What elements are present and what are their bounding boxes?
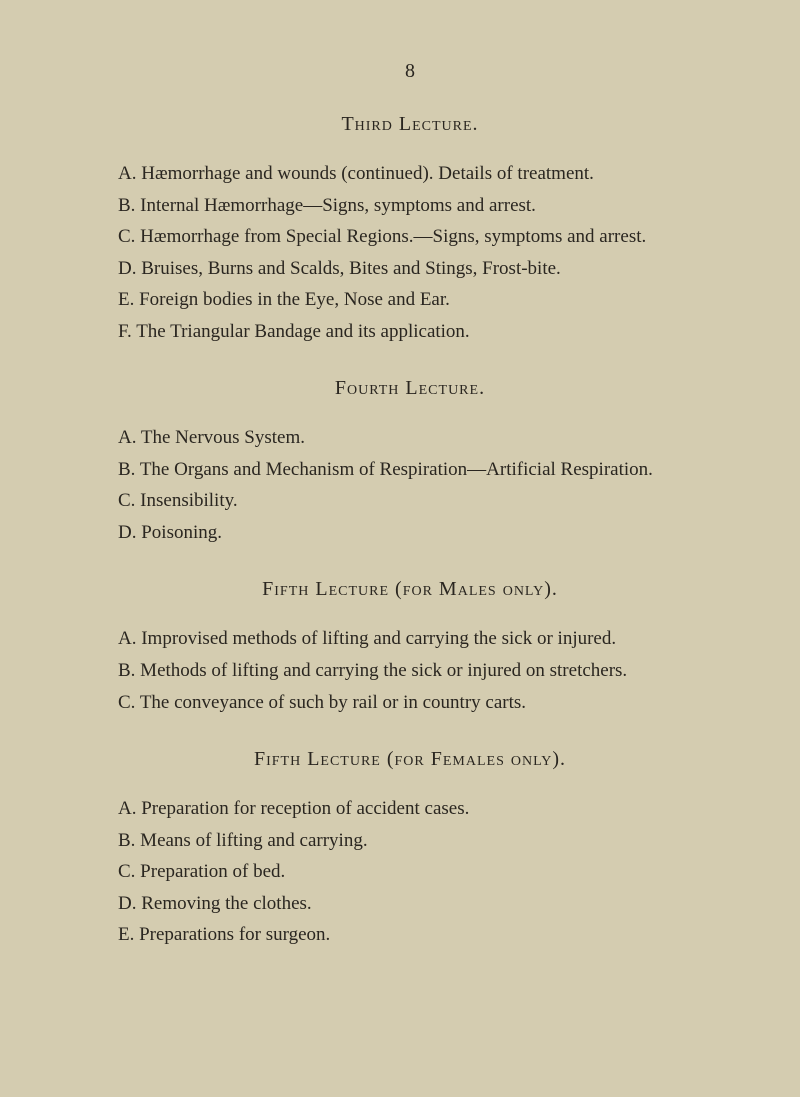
lecture-item: B. Internal Hæmorrhage—Signs, symptoms a… <box>90 192 730 220</box>
lecture-item: E. Foreign bodies in the Eye, Nose and E… <box>90 286 730 314</box>
lecture-item: B. Means of lifting and carrying. <box>90 827 730 855</box>
section-break <box>90 720 730 748</box>
lecture-item: A. Improvised methods of lifting and car… <box>90 625 730 653</box>
lecture-item: C. Preparation of bed. <box>90 858 730 886</box>
lecture-item: D. Poisoning. <box>90 519 730 547</box>
lecture-item: D. Bruises, Burns and Scalds, Bites and … <box>90 255 730 283</box>
section-break <box>90 349 730 377</box>
lecture-item: A. The Nervous System. <box>90 424 730 452</box>
lecture-item: C. Insensibility. <box>90 487 730 515</box>
lecture-item: C. Hæmorrhage from Special Regions.—Sign… <box>90 223 730 251</box>
lecture-title-third: Third Lecture. <box>90 113 730 136</box>
section-break <box>90 550 730 578</box>
lecture-item: E. Preparations for surgeon. <box>90 921 730 949</box>
lecture-item: C. The conveyance of such by rail or in … <box>90 689 730 717</box>
lecture-item: F. The Triangular Bandage and its applic… <box>90 318 730 346</box>
lecture-item: A. Preparation for reception of accident… <box>90 795 730 823</box>
lecture-title-fifth-females: Fifth Lecture (for Females only). <box>90 748 730 771</box>
lecture-item: A. Hæmorrhage and wounds (continued). De… <box>90 160 730 188</box>
page-number: 8 <box>90 60 730 83</box>
lecture-title-fifth-males: Fifth Lecture (for Males only). <box>90 578 730 601</box>
lecture-item: B. The Organs and Mechanism of Respirati… <box>90 456 730 484</box>
lecture-title-fourth: Fourth Lecture. <box>90 377 730 400</box>
lecture-item: B. Methods of lifting and carrying the s… <box>90 657 730 685</box>
lecture-item: D. Removing the clothes. <box>90 890 730 918</box>
